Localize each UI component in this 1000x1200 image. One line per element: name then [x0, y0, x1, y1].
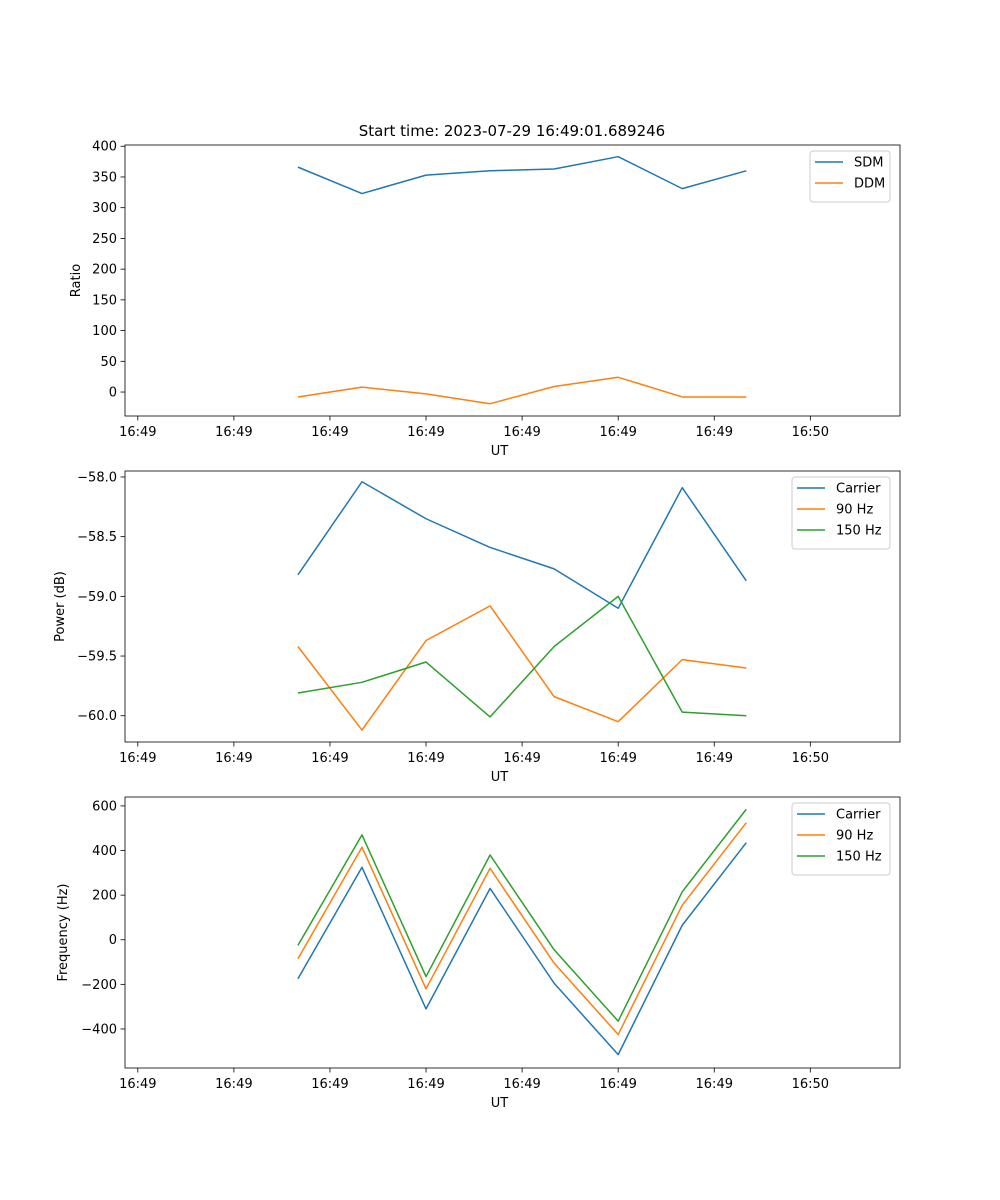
legend-label: 150 Hz: [836, 850, 882, 865]
plot-frame: [124, 796, 901, 1069]
legend-label: SDM: [854, 156, 883, 171]
charts-container: 16:49 16:49 16:49 16:49 16:49 16:49 16:49 16:50…: [53, 140, 901, 1111]
plot-frame: [124, 470, 901, 743]
x-tick-label: 16:50: [792, 425, 829, 440]
y-tick-label: 0: [109, 386, 117, 401]
series-line-sdm: [297, 155, 747, 195]
y-tick-label: −58.0: [77, 470, 117, 485]
x-tick-label: 16:49: [696, 425, 733, 440]
y-tick-label: 200: [92, 889, 117, 904]
x-tick-label: 16:49: [119, 425, 156, 440]
y-axis-label: Power (dB): [53, 571, 68, 642]
x-axis-label: UT: [491, 444, 509, 459]
x-tick-label: 16:49: [696, 751, 733, 766]
x-tick-label: 16:49: [311, 751, 348, 766]
x-tick-label: 16:49: [215, 1077, 252, 1092]
x-axis-label: UT: [491, 1096, 509, 1111]
x-tick-label: 16:49: [599, 425, 636, 440]
x-tick-label: 16:49: [599, 751, 636, 766]
series-line-150-hz: [297, 808, 747, 1022]
y-tick-label: 100: [92, 324, 117, 339]
y-tick-label: 0: [109, 933, 117, 948]
x-tick-label: 16:50: [792, 1077, 829, 1092]
x-tick-label: 16:49: [407, 1077, 444, 1092]
x-tick-label: 16:49: [696, 1077, 733, 1092]
y-tick-label: 400: [92, 140, 117, 155]
figure-title: Start time: 2023-07-29 16:49:01.689246: [359, 122, 665, 140]
legend-label: Carrier: [836, 808, 881, 823]
x-tick-label: 16:49: [311, 425, 348, 440]
y-tick-label: 400: [92, 844, 117, 859]
x-axis-label: UT: [491, 770, 509, 785]
legend-box: [791, 476, 891, 550]
y-tick-label: −60.0: [77, 709, 117, 724]
legend: Carrier 90 Hz 150 Hz: [791, 476, 891, 550]
series-line-carrier: [297, 842, 747, 1056]
y-tick-label: 150: [92, 293, 117, 308]
chart-2: 16:49 16:49 16:49 16:49 16:49 16:49 16:49 16:50…: [53, 470, 901, 785]
y-tick-label: 300: [92, 201, 117, 216]
plot-frame: [124, 144, 901, 417]
y-tick-label: −58.5: [77, 530, 117, 545]
chart-3: 16:49 16:49 16:49 16:49 16:49 16:49 16:49 16:50…: [56, 796, 901, 1111]
x-tick-label: 16:49: [311, 1077, 348, 1092]
y-axis-label: Frequency (Hz): [56, 883, 71, 981]
y-axis-label: Ratio: [69, 264, 84, 297]
y-tick-label: −59.0: [77, 590, 117, 605]
x-tick-label: 16:49: [503, 425, 540, 440]
legend-label: Carrier: [836, 482, 881, 497]
y-tick-label: 200: [92, 263, 117, 278]
y-tick-label: 600: [92, 799, 117, 814]
legend-box: [809, 150, 891, 203]
x-tick-label: 16:49: [119, 751, 156, 766]
x-tick-label: 16:49: [503, 1077, 540, 1092]
x-tick-label: 16:49: [215, 425, 252, 440]
legend: Carrier 90 Hz 150 Hz: [791, 802, 891, 876]
y-tick-label: −59.5: [77, 650, 117, 665]
legend-label: 90 Hz: [836, 503, 873, 518]
x-tick-label: 16:49: [215, 751, 252, 766]
y-tick-label: −400: [81, 1022, 117, 1037]
legend-label: 90 Hz: [836, 829, 873, 844]
x-tick-label: 16:49: [599, 1077, 636, 1092]
y-tick-label: −200: [81, 978, 117, 993]
y-tick-label: 350: [92, 170, 117, 185]
x-tick-label: 16:49: [119, 1077, 156, 1092]
legend-box: [791, 802, 891, 876]
x-tick-label: 16:49: [503, 751, 540, 766]
series-line-150-hz: [297, 595, 747, 718]
legend-label: DDM: [854, 177, 885, 192]
y-tick-label: 250: [92, 232, 117, 247]
chart-1: 16:49 16:49 16:49 16:49 16:49 16:49 16:49 16:50…: [69, 140, 901, 459]
y-tick-label: 50: [100, 355, 117, 370]
series-line-90-hz: [297, 822, 747, 1036]
series-line-ddm: [297, 376, 747, 405]
x-tick-label: 16:49: [407, 425, 444, 440]
x-tick-label: 16:50: [792, 751, 829, 766]
x-tick-label: 16:49: [407, 751, 444, 766]
legend-label: 150 Hz: [836, 524, 882, 539]
series-line-90-hz: [297, 605, 747, 731]
series-line-carrier: [297, 480, 747, 610]
legend: SDM DDM: [809, 150, 891, 203]
